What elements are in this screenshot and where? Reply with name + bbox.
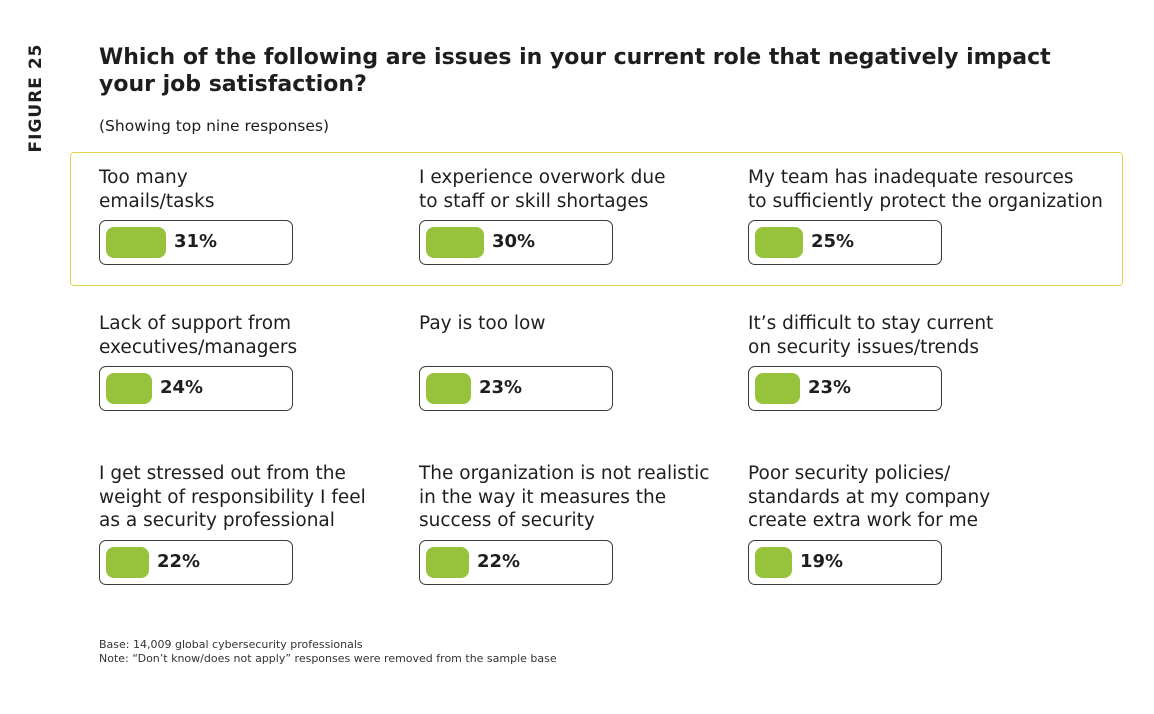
response-value-bar <box>755 373 800 404</box>
response-value-label: 31% <box>174 231 218 252</box>
chart-subtitle: (Showing top nine responses) <box>99 117 330 135</box>
response-value-label: 23% <box>479 377 523 398</box>
response-value-pill: 23% <box>748 366 942 411</box>
response-value-label: 23% <box>808 377 852 398</box>
footnote-base: Base: 14,009 global cybersecurity profes… <box>99 638 363 651</box>
response-label: It’s difficult to stay current on securi… <box>748 313 994 358</box>
response-label: Pay is too low <box>419 313 546 334</box>
response-value-pill: 22% <box>419 540 613 585</box>
response-label: Too many emails/tasks <box>99 167 215 212</box>
response-label: Lack of support from executives/managers <box>99 313 298 358</box>
response-label: I get stressed out from the weight of re… <box>99 463 366 531</box>
response-value-label: 19% <box>800 551 844 572</box>
response-value-bar <box>106 547 149 578</box>
response-label: Poor security policies/ standards at my … <box>748 463 991 531</box>
response-value-bar <box>755 547 792 578</box>
response-value-pill: 23% <box>419 366 613 411</box>
response-value-bar <box>426 547 469 578</box>
response-label: The organization is not realistic in the… <box>419 463 710 531</box>
response-value-label: 22% <box>157 551 201 572</box>
response-value-pill: 25% <box>748 220 942 265</box>
top-responses-highlight-box <box>70 152 1123 286</box>
response-value-label: 24% <box>160 377 204 398</box>
footnotes: Base: 14,009 global cybersecurity profes… <box>99 638 557 666</box>
response-value-pill: 30% <box>419 220 613 265</box>
response-value-label: 25% <box>811 231 855 252</box>
response-label: My team has inadequate resources to suff… <box>748 167 1103 212</box>
response-value-bar <box>426 227 484 258</box>
response-value-bar <box>106 373 152 404</box>
response-value-pill: 24% <box>99 366 293 411</box>
footnote-note: Note: “Don’t know/does not apply” respon… <box>99 652 557 665</box>
response-value-bar <box>106 227 166 258</box>
response-value-label: 30% <box>492 231 536 252</box>
response-value-pill: 31% <box>99 220 293 265</box>
response-value-pill: 22% <box>99 540 293 585</box>
response-value-pill: 19% <box>748 540 942 585</box>
response-value-bar <box>426 373 471 404</box>
chart-title: Which of the following are issues in you… <box>99 45 1051 97</box>
response-value-label: 22% <box>477 551 521 572</box>
figure-label: FIGURE 25 <box>26 43 46 153</box>
response-label: I experience overwork due to staff or sk… <box>419 167 666 212</box>
response-value-bar <box>755 227 803 258</box>
